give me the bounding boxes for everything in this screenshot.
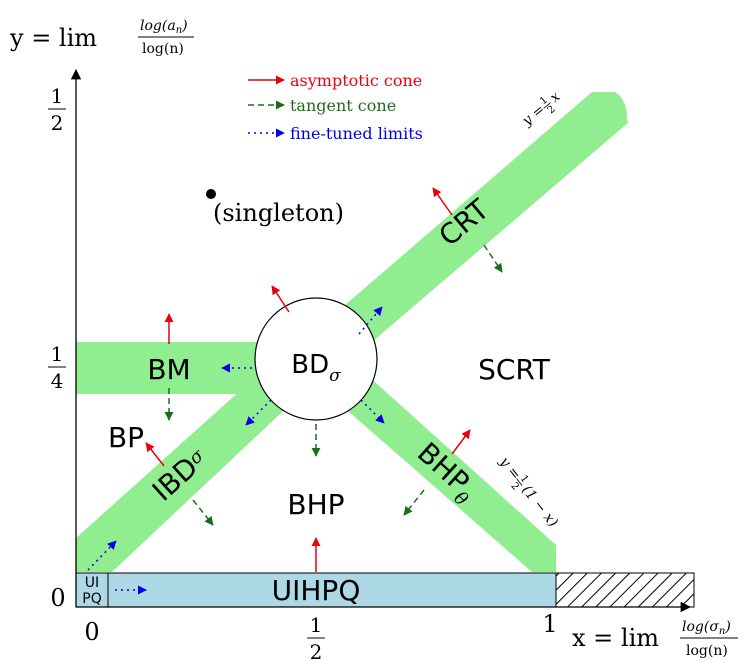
- asymptotic-arrow-crt: [432, 187, 453, 216]
- tangent-arrow-crt: [483, 244, 503, 273]
- x-tick-half: 1 2: [307, 613, 325, 664]
- x-axis-label-den: log(n): [686, 643, 728, 659]
- singleton-label: (singleton): [213, 199, 344, 227]
- asymptotic-arrow-ibd: [145, 442, 165, 467]
- ui-label: UI: [85, 575, 99, 591]
- crt-band: [337, 92, 629, 342]
- svg-text:2: 2: [310, 640, 323, 664]
- y-axis-label-den: log(n): [142, 41, 184, 57]
- bhp-theta-band: [340, 374, 556, 572]
- y-axis-label-lhs: y = lim: [9, 24, 97, 52]
- svg-text:1: 1: [51, 342, 64, 366]
- svg-text:2: 2: [546, 104, 558, 117]
- svg-text:1: 1: [538, 95, 550, 108]
- svg-text:1: 1: [518, 473, 531, 485]
- y-axis-label-num: log(an): [140, 18, 188, 36]
- svg-text:2: 2: [51, 111, 64, 135]
- y-tick-half: 1 2: [48, 84, 66, 135]
- legend-fine-label: fine-tuned limits: [290, 124, 423, 143]
- y-tick-quarter: 1 4: [48, 342, 66, 393]
- hatched-region: [555, 572, 695, 608]
- svg-text:1: 1: [310, 613, 323, 637]
- legend-asymptotic-label: asymptotic cone: [290, 71, 422, 90]
- asymptotic-arrow-bhp-theta: [451, 429, 471, 455]
- legend-tangent-label: tangent cone: [290, 96, 396, 115]
- singleton-dot: [206, 189, 216, 199]
- x-axis-label: x = lim log(σn) log(n): [572, 619, 738, 659]
- x-axis-label-num: log(σn): [682, 619, 731, 637]
- x-tick-one: 1: [542, 610, 557, 638]
- ibd-band: [76, 371, 296, 572]
- scrt-label: SCRT: [478, 353, 551, 386]
- svg-text:1: 1: [51, 84, 64, 108]
- fine-arrow-ui-ibd: [87, 540, 117, 571]
- bd-sigma-label: BDσ: [291, 350, 341, 386]
- y-tick-zero: 0: [50, 584, 65, 612]
- bd-sigma-circle: [254, 297, 378, 421]
- bm-label: BM: [147, 353, 190, 386]
- svg-text:2: 2: [508, 481, 521, 493]
- tangent-arrow-ibd: [192, 499, 214, 526]
- svg-text:4: 4: [51, 369, 64, 393]
- tangent-arrow-bhp-theta: [403, 489, 425, 516]
- crt-band-cap: [592, 92, 628, 122]
- bhp-label: BHP: [287, 488, 344, 521]
- pq-label: PQ: [82, 591, 101, 607]
- y-axis-label: y = lim log(an) log(n): [9, 18, 194, 57]
- bp-label: BP: [108, 421, 144, 454]
- uihpq-label: UIHPQ: [272, 574, 361, 607]
- asymptotic-arrow-bd: [271, 285, 290, 313]
- x-axis-label-lhs: x = lim: [572, 624, 659, 652]
- x-tick-zero: 0: [84, 618, 99, 646]
